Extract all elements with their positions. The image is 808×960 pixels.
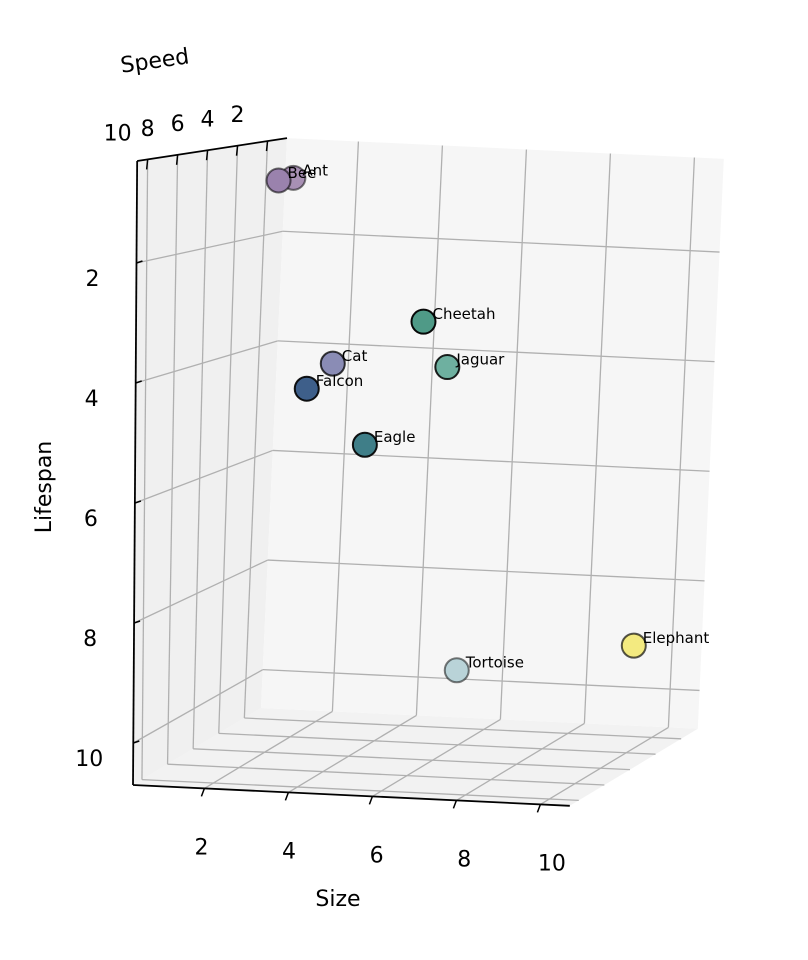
grid-line <box>372 718 501 797</box>
x-tick-label: 6 <box>370 843 384 868</box>
y-tick-label: 4 <box>201 108 215 133</box>
tick-mark <box>133 620 141 624</box>
z-tick-label: 4 <box>85 387 99 412</box>
grid-line <box>277 340 715 363</box>
grid-line <box>218 145 239 734</box>
grid-line <box>193 748 630 771</box>
tick-mark <box>452 800 458 809</box>
x-tick-label: 8 <box>457 847 471 872</box>
y-tick-label: 2 <box>231 103 245 128</box>
grid-line <box>244 717 682 740</box>
x-axis-label: Size <box>315 887 360 912</box>
tick-mark <box>135 380 142 384</box>
tick-mark <box>133 740 140 744</box>
grid-line <box>288 714 417 793</box>
grid-line <box>262 668 700 692</box>
x-tick-label: 4 <box>282 839 296 864</box>
data-point <box>319 350 346 377</box>
point-label: Elephant <box>643 629 710 647</box>
z-axis-label: Lifespan <box>32 441 57 534</box>
tick-mark <box>145 159 149 170</box>
grid-line <box>456 722 585 801</box>
grid-line <box>267 559 705 582</box>
data-point <box>443 657 470 684</box>
data-point <box>620 632 647 659</box>
tick-mark <box>536 804 542 813</box>
z-tick-label: 2 <box>85 267 99 292</box>
grid-line <box>499 149 528 720</box>
point-label: Tortoise <box>465 654 524 672</box>
grid-line <box>135 340 278 384</box>
x-axis-line <box>132 784 570 807</box>
grid-line <box>218 732 656 755</box>
point-label: Cat <box>342 347 368 365</box>
grid-line <box>167 763 605 786</box>
grid-line <box>415 145 444 716</box>
grid-line <box>272 449 710 472</box>
point-label: Ant <box>302 161 328 179</box>
x-tick-label: 2 <box>194 835 208 860</box>
grid-line <box>134 449 273 504</box>
grid-line <box>141 159 149 780</box>
y-axis-label: Speed <box>119 44 191 78</box>
y-tick-label: 6 <box>171 112 185 137</box>
tick-mark <box>284 792 290 801</box>
grid-line <box>192 150 209 749</box>
grid-line <box>282 230 720 253</box>
z-tick-label: 8 <box>83 627 97 652</box>
grid-line <box>204 710 333 789</box>
point-label: Eagle <box>374 428 416 446</box>
x-tick-label: 10 <box>538 851 566 876</box>
tick-mark <box>205 150 209 161</box>
grid-line <box>132 669 264 744</box>
grid-line <box>331 141 360 712</box>
y-tick-label: 8 <box>141 117 155 142</box>
grid-line <box>540 726 669 805</box>
tick-mark <box>134 500 142 504</box>
point-label: Jaguar <box>455 351 505 369</box>
tick-mark <box>265 140 269 152</box>
tick-mark <box>175 154 179 165</box>
y-axis-line <box>137 137 288 162</box>
grid-line <box>583 153 612 724</box>
grid-line <box>166 154 179 765</box>
back-pane <box>261 138 724 729</box>
tick-mark <box>235 145 239 156</box>
data-point <box>351 431 378 458</box>
point-label: Falcon <box>316 372 364 390</box>
tick-mark <box>368 796 374 805</box>
data-point <box>265 167 292 194</box>
z-tick-label: 6 <box>84 507 98 532</box>
grid-line <box>243 141 269 719</box>
point-label: Cheetah <box>432 305 495 323</box>
tick-mark <box>136 260 143 264</box>
z-tick-label: 10 <box>75 747 103 772</box>
y-tick-label: 10 <box>104 121 132 146</box>
grid-line <box>141 778 579 802</box>
data-point <box>293 375 320 402</box>
data-point <box>410 308 437 335</box>
grid-line <box>667 157 696 728</box>
grid-line <box>133 559 269 624</box>
data-point <box>434 354 461 381</box>
tick-mark <box>200 788 206 797</box>
point-label: Bee <box>288 164 317 182</box>
z-axis-line <box>132 160 139 786</box>
grid-line <box>136 230 283 264</box>
